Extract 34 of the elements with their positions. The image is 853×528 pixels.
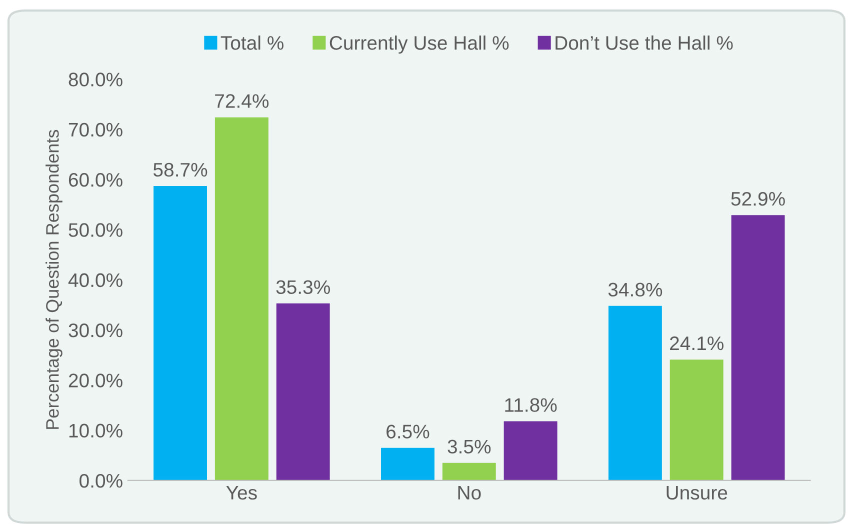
y-tick-label: 0.0% — [80, 474, 122, 488]
x-tick-label: Yes — [226, 486, 257, 500]
y-tick-label: 20.0% — [68, 374, 122, 388]
y-tick-label: 80.0% — [68, 72, 122, 86]
y-axis-title: Percentage of Question Respondents — [46, 130, 62, 429]
data-label: 52.9% — [731, 192, 785, 206]
data-label: 35.3% — [276, 280, 330, 294]
bar — [214, 117, 268, 480]
data-label: 24.1% — [670, 336, 724, 350]
x-tick-label: Unsure — [666, 486, 728, 500]
bar — [608, 306, 662, 480]
y-tick-label: 60.0% — [68, 172, 122, 187]
y-tick-label: 40.0% — [68, 273, 122, 288]
bar — [276, 303, 330, 480]
y-tick-label: 10.0% — [69, 424, 122, 438]
data-label: 11.8% — [505, 398, 557, 412]
bar — [670, 360, 724, 480]
data-label: 6.5% — [386, 424, 430, 438]
legend-label: Don’t Use the Hall % — [556, 36, 733, 50]
legend-label: Currently Use Hall % — [330, 36, 509, 54]
y-tick-label: 70.0% — [68, 122, 122, 137]
data-label: 72.4% — [215, 94, 269, 108]
bar — [442, 462, 496, 480]
bar — [381, 448, 434, 480]
y-tick-label: 30.0% — [68, 323, 122, 338]
bar — [504, 421, 558, 480]
bar — [154, 186, 207, 480]
data-label: 3.5% — [448, 440, 491, 454]
legend-label: Total % — [220, 36, 284, 50]
x-tick-label: No — [458, 486, 481, 500]
data-label: 34.8% — [608, 282, 662, 297]
y-tick-label: 50.0% — [68, 223, 122, 237]
bar — [731, 215, 785, 480]
data-label: 58.7% — [153, 162, 208, 177]
